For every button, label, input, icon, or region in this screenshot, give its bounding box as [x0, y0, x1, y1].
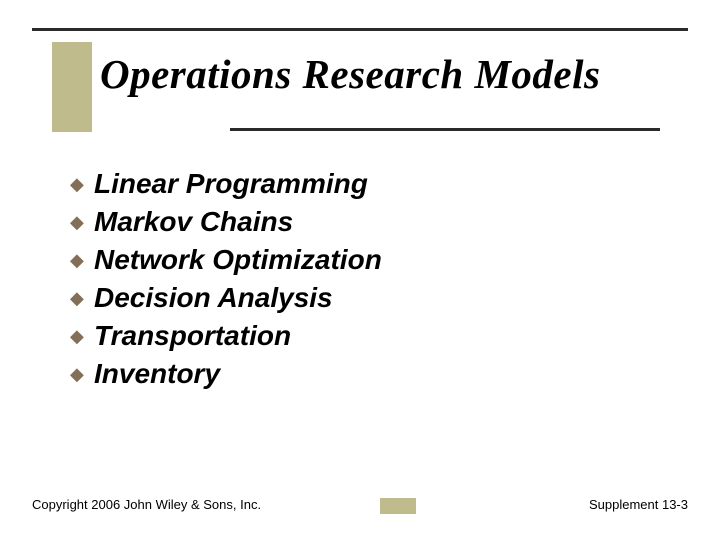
bullet-text: Network Optimization	[94, 244, 382, 276]
bullet-marker-icon: ◆	[70, 289, 94, 307]
bullet-marker-icon: ◆	[70, 213, 94, 231]
slide: Operations Research Models ◆ Linear Prog…	[0, 0, 720, 540]
bullet-text: Transportation	[94, 320, 291, 352]
list-item: ◆ Linear Programming	[70, 168, 382, 200]
footer-page-number: Supplement 13-3	[589, 497, 688, 512]
top-rule	[32, 28, 688, 31]
list-item: ◆ Inventory	[70, 358, 382, 390]
accent-rectangle-bottom	[380, 498, 416, 514]
bullet-marker-icon: ◆	[70, 251, 94, 269]
bullet-text: Decision Analysis	[94, 282, 333, 314]
bullet-marker-icon: ◆	[70, 365, 94, 383]
title-underline	[230, 128, 660, 131]
list-item: ◆ Transportation	[70, 320, 382, 352]
footer-copyright: Copyright 2006 John Wiley & Sons, Inc.	[32, 497, 261, 512]
list-item: ◆ Markov Chains	[70, 206, 382, 238]
list-item: ◆ Decision Analysis	[70, 282, 382, 314]
bullet-list: ◆ Linear Programming ◆ Markov Chains ◆ N…	[70, 168, 382, 396]
bullet-text: Markov Chains	[94, 206, 293, 238]
bullet-text: Inventory	[94, 358, 220, 390]
accent-rectangle-top	[52, 42, 92, 132]
bullet-marker-icon: ◆	[70, 175, 94, 193]
list-item: ◆ Network Optimization	[70, 244, 382, 276]
bullet-text: Linear Programming	[94, 168, 368, 200]
bullet-marker-icon: ◆	[70, 327, 94, 345]
slide-title: Operations Research Models	[100, 50, 600, 98]
